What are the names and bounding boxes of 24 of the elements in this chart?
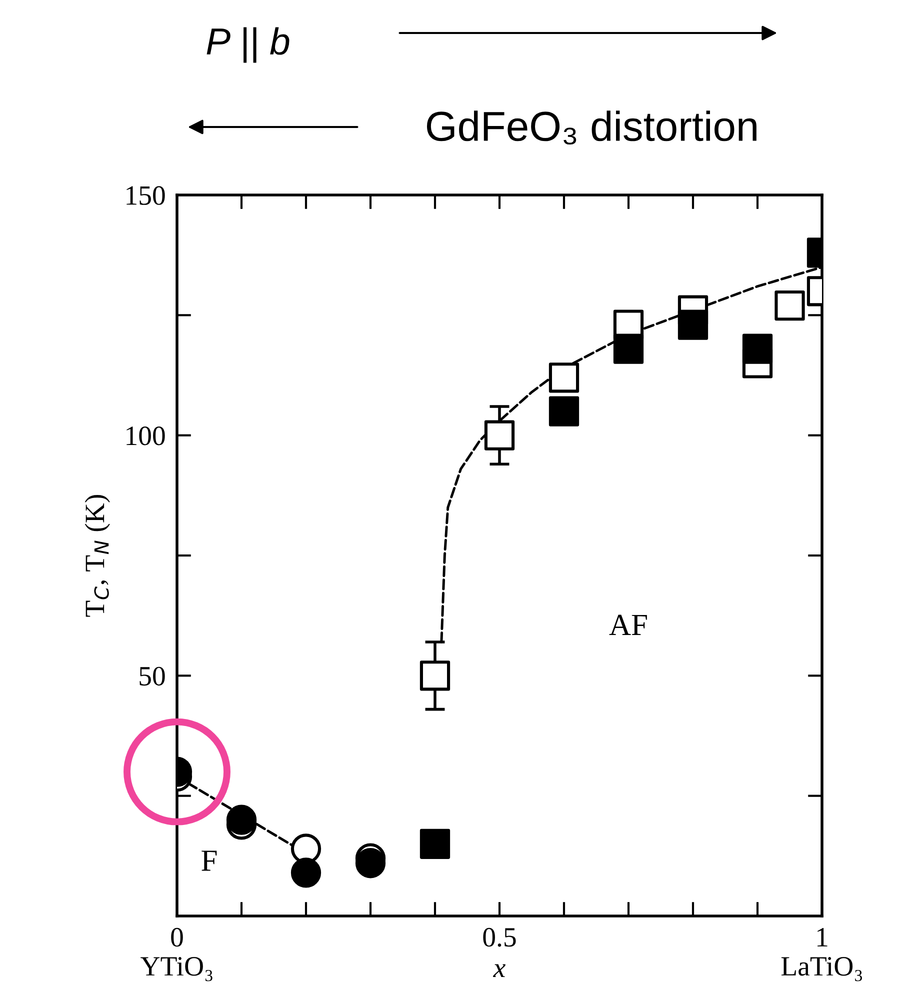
point xyxy=(742,334,773,364)
y-axis-title: T$_{C}$, T$_{N}$ (K) xyxy=(84,495,110,617)
text: GdFeO₃ distortion xyxy=(426,110,756,145)
y-tick-label: 50 xyxy=(140,666,165,686)
point xyxy=(484,420,515,450)
y-tick-label: 150 xyxy=(126,186,165,205)
point xyxy=(548,362,580,393)
text: P || b xyxy=(206,27,290,63)
point xyxy=(420,660,450,691)
x-tick-label: 0.5 xyxy=(483,928,516,947)
annotation: AF xyxy=(609,614,647,635)
y-tick-label: 100 xyxy=(126,426,165,446)
point xyxy=(613,334,644,364)
point xyxy=(678,310,708,340)
point xyxy=(548,396,580,426)
x-axis-title: x xyxy=(492,964,506,978)
point xyxy=(226,804,257,835)
annotation: F xyxy=(202,850,217,871)
point xyxy=(290,858,322,888)
point xyxy=(420,828,450,859)
x-tick-label: 1 LaTiO₃ xyxy=(781,928,862,982)
point xyxy=(355,848,386,878)
x-tick-label: 0 YTiO₃ xyxy=(140,928,212,982)
point xyxy=(774,290,805,321)
